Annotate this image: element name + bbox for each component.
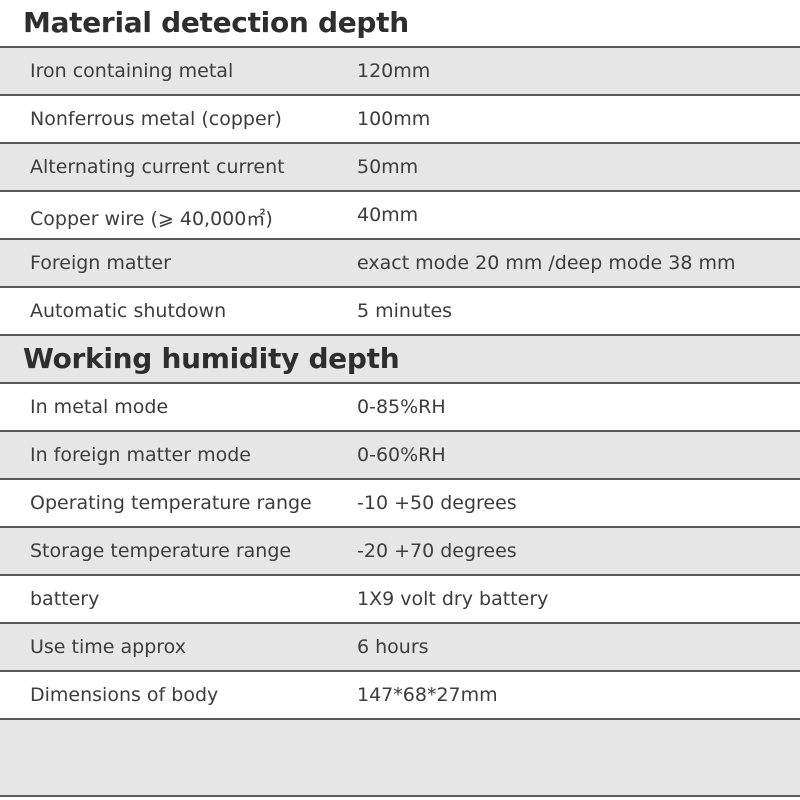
spec-label: Use time approx	[30, 636, 186, 658]
section-header: Material detection depth	[0, 0, 800, 48]
spec-value: -20 +70 degrees	[357, 540, 517, 562]
spec-value: 100mm	[357, 108, 431, 130]
spec-row: In metal mode 0-85%RH	[0, 384, 800, 432]
spec-row: Foreign matter exact mode 20 mm /deep mod…	[0, 240, 800, 288]
spec-label: Operating temperature range	[30, 492, 312, 514]
spec-label: In foreign matter mode	[30, 444, 251, 466]
spec-row: Nonferrous metal (copper) 100mm	[0, 96, 800, 144]
spec-label: battery	[30, 588, 100, 610]
spec-row: Copper wire (⩾ 40,000㎡) 40mm	[0, 192, 800, 240]
spec-label: Copper wire (⩾ 40,000㎡)	[30, 208, 273, 230]
spec-row: Automatic shutdown 5 minutes	[0, 288, 800, 336]
spec-value: exact mode 20 mm /deep mode 38 mm	[357, 252, 736, 274]
spec-value: 0-60%RH	[357, 444, 446, 466]
spec-value: 120mm	[357, 60, 431, 82]
spec-value: 50mm	[357, 156, 419, 178]
spec-label: Iron containing metal	[30, 60, 234, 82]
spec-value: 1X9 volt dry battery	[357, 588, 549, 610]
footer-blank-row	[0, 720, 800, 797]
spec-row: Operating temperature range -10 +50 degre…	[0, 480, 800, 528]
spec-value: 0-85%RH	[357, 396, 446, 418]
spec-row: Iron containing metal 120mm	[0, 48, 800, 96]
spec-label: Alternating current current	[30, 156, 285, 178]
spec-value: -10 +50 degrees	[357, 492, 517, 514]
spec-label: Storage temperature range	[30, 540, 292, 562]
spec-label: Dimensions of body	[30, 684, 219, 706]
section-title: Material detection depth	[23, 6, 409, 39]
section-title: Working humidity depth	[23, 342, 400, 375]
section-header: Working humidity depth	[0, 336, 800, 384]
spec-row: Storage temperature range -20 +70 degrees	[0, 528, 800, 576]
spec-value: 6 hours	[357, 636, 429, 658]
spec-row: battery 1X9 volt dry battery	[0, 576, 800, 624]
spec-value: 5 minutes	[357, 300, 453, 322]
spec-label: Automatic shutdown	[30, 300, 227, 322]
spec-label: Foreign matter	[30, 252, 171, 274]
spec-value: 40mm	[357, 204, 419, 226]
spec-value: 147*68*27mm	[357, 684, 498, 706]
spec-row: Dimensions of body 147*68*27mm	[0, 672, 800, 720]
spec-label: Nonferrous metal (copper)	[30, 108, 282, 130]
spec-row: In foreign matter mode 0-60%RH	[0, 432, 800, 480]
spec-row: Use time approx 6 hours	[0, 624, 800, 672]
spec-row: Alternating current current 50mm	[0, 144, 800, 192]
spec-label: In metal mode	[30, 396, 169, 418]
